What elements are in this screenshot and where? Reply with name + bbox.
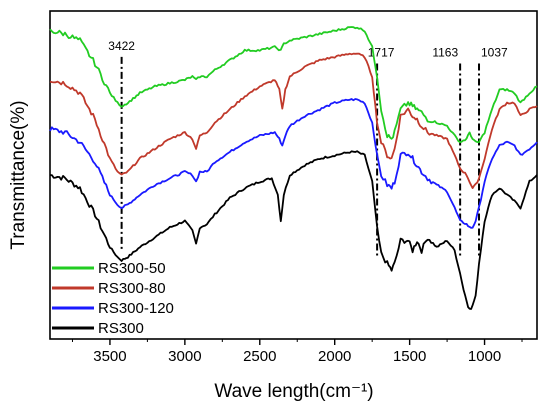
series-line-rs300-80 <box>49 52 538 189</box>
x-tick-label: 2500 <box>243 348 276 365</box>
tick-layer: 3500 3000 2500 2000 1500 1000 <box>71 339 523 365</box>
legend-label: RS300 <box>98 320 144 337</box>
x-tick-label: 3000 <box>168 348 201 365</box>
annotation-label: 1037 <box>481 45 508 59</box>
annotation-layer: 3422 1717 1163 1037 <box>108 39 508 257</box>
series-line-rs300-50 <box>49 26 538 144</box>
series-layer <box>49 26 538 310</box>
x-tick-label: 1000 <box>468 348 501 365</box>
x-tick-label: 1500 <box>393 348 426 365</box>
x-axis-title: Wave length(cm⁻¹) <box>214 381 373 402</box>
annotation-label: 1163 <box>432 45 458 59</box>
x-tick-label: 3500 <box>93 348 126 365</box>
legend-label: RS300-80 <box>98 280 166 297</box>
y-axis-title: Transmittance(%) <box>8 100 29 249</box>
series-line-rs300 <box>50 150 538 310</box>
annotation-label: 3422 <box>108 39 135 53</box>
x-tick-label: 2000 <box>318 348 351 365</box>
legend-label: RS300-120 <box>98 300 174 317</box>
legend-label: RS300-50 <box>98 260 166 277</box>
series-line-rs300-120 <box>49 98 538 229</box>
legend: RS300-50 RS300-80 RS300-120 RS300 <box>52 260 174 337</box>
